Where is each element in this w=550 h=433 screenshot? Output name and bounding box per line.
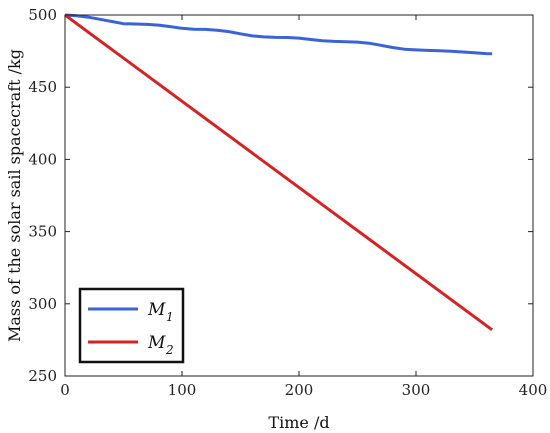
y-axis-label: Mass of the solar sail spacecraft /kg: [5, 49, 24, 342]
y-tick-label: 300: [28, 295, 57, 313]
series-line-1: [64, 13, 493, 56]
legend-subscript-1: 1: [166, 310, 174, 324]
y-tick-label: 450: [28, 78, 57, 96]
y-tick-label: 350: [28, 223, 57, 241]
x-tick-label: 300: [402, 381, 431, 399]
series-group: [64, 13, 493, 332]
y-tick-label: 250: [28, 367, 57, 385]
x-axis-label: Time /d: [268, 413, 329, 432]
legend-box: [78, 287, 185, 364]
y-tick-label: 500: [28, 6, 57, 24]
x-tick-label: 400: [519, 381, 548, 399]
legend-label-1: M: [147, 300, 166, 320]
x-tick-label: 100: [168, 381, 197, 399]
y-tick-label: 400: [28, 150, 57, 168]
legend-label-2: M: [147, 333, 166, 353]
x-tick-label: 200: [285, 381, 314, 399]
legend: M 1M 2: [78, 287, 185, 364]
tick-group: 0 100 200 300 400 250 300 350 400 450 500: [28, 6, 547, 399]
legend-subscript-2: 2: [165, 343, 174, 357]
x-tick-label: 0: [60, 381, 70, 399]
series-line-2: [64, 13, 493, 332]
plot-frame: [64, 14, 534, 377]
